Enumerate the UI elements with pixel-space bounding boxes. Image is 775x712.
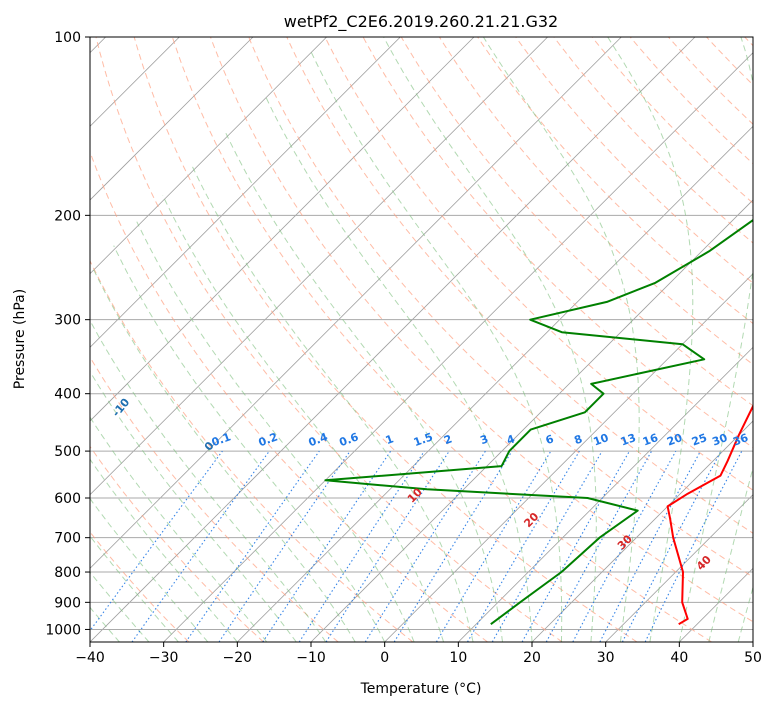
x-tick-label: 10 [449, 650, 467, 666]
chart-title: wetPf2_C2E6.2019.260.21.21.G32 [284, 12, 558, 32]
y-tick-label: 800 [54, 565, 81, 581]
x-tick-label: −40 [75, 650, 105, 666]
x-axis-label: Temperature (°C) [360, 681, 482, 697]
y-tick-label: 500 [54, 444, 81, 460]
y-tick-label: 200 [54, 208, 81, 224]
y-tick-label: 900 [54, 595, 81, 611]
x-tick-label: 50 [744, 650, 762, 666]
y-tick-label: 700 [54, 531, 81, 547]
y-tick-label: 1000 [45, 622, 81, 638]
x-tick-label: 30 [597, 650, 615, 666]
y-tick-label: 100 [54, 30, 81, 46]
x-tick-label: 0 [380, 650, 389, 666]
x-tick-label: 20 [523, 650, 541, 666]
x-tick-label: −10 [296, 650, 326, 666]
x-tick-label: −20 [223, 650, 253, 666]
y-axis-label: Pressure (hPa) [12, 289, 28, 389]
x-tick-label: −30 [149, 650, 179, 666]
y-tick-label: 400 [54, 387, 81, 403]
y-tick-label: 300 [54, 313, 81, 329]
x-tick-label: 40 [670, 650, 688, 666]
y-tick-label: 600 [54, 491, 81, 507]
